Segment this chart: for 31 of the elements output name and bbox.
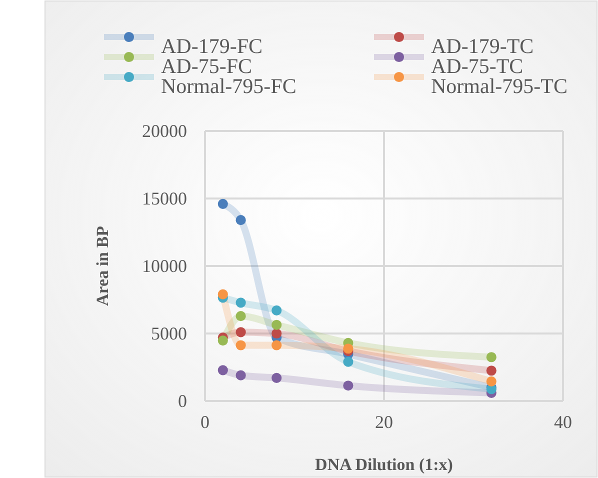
point <box>486 376 496 386</box>
point <box>236 340 246 350</box>
point <box>272 372 282 383</box>
point <box>236 311 246 322</box>
x-axis-title: DNA Dilution (1:x) <box>315 455 453 474</box>
point <box>236 327 246 338</box>
y-tick-label: 20000 <box>142 120 187 141</box>
point <box>218 335 228 346</box>
y-axis-title: Area in BP <box>93 226 112 306</box>
point <box>236 370 246 380</box>
point <box>272 340 282 350</box>
point <box>343 344 354 354</box>
y-tick-label: 10000 <box>142 256 187 276</box>
point <box>272 320 282 330</box>
point <box>236 215 246 226</box>
point <box>236 298 246 308</box>
y-tick-label: 15000 <box>142 188 187 208</box>
y-tick-label: 0 <box>178 390 187 411</box>
point <box>486 352 496 362</box>
point <box>486 366 496 376</box>
x-tick-label: 20 <box>375 412 393 432</box>
point <box>218 365 228 376</box>
point <box>218 198 228 209</box>
point <box>218 289 228 300</box>
point <box>272 305 282 316</box>
x-tick-label: 40 <box>554 412 572 432</box>
x-tick-label: 0 <box>200 412 210 432</box>
y-tick-label: 5000 <box>151 323 187 344</box>
point <box>343 380 354 391</box>
point <box>272 328 282 339</box>
point <box>343 356 354 367</box>
